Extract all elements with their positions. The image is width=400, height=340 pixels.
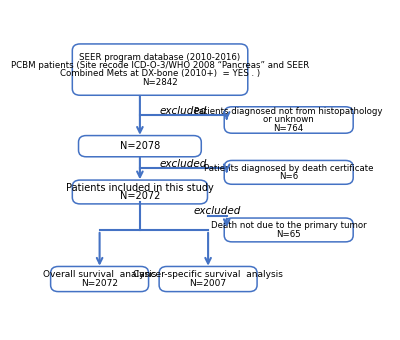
- Text: Patients included in this study: Patients included in this study: [66, 183, 214, 193]
- Text: excluded: excluded: [160, 106, 207, 116]
- FancyBboxPatch shape: [78, 136, 201, 157]
- Text: Patients diagnosed not from histopathology: Patients diagnosed not from histopatholo…: [194, 107, 383, 116]
- Text: Combined Mets at DX-bone (2010+)  = YES . ): Combined Mets at DX-bone (2010+) = YES .…: [60, 69, 260, 78]
- FancyBboxPatch shape: [159, 267, 257, 292]
- FancyBboxPatch shape: [72, 44, 248, 95]
- Text: Patients diagnosed by death certificate: Patients diagnosed by death certificate: [204, 164, 374, 173]
- FancyBboxPatch shape: [51, 267, 148, 292]
- Text: N=2072: N=2072: [120, 191, 160, 201]
- Text: N=65: N=65: [276, 230, 301, 239]
- Text: N=2078: N=2078: [120, 141, 160, 151]
- FancyBboxPatch shape: [224, 218, 353, 242]
- Text: N=2842: N=2842: [142, 78, 178, 87]
- Text: PCBM patients (Site recode ICD-O-3/WHO 2008 “Pancreas” and SEER: PCBM patients (Site recode ICD-O-3/WHO 2…: [11, 61, 309, 70]
- FancyBboxPatch shape: [224, 107, 353, 133]
- Text: Overall survival  analysis: Overall survival analysis: [43, 270, 156, 279]
- Text: SEER program database (2010-2016): SEER program database (2010-2016): [80, 53, 241, 62]
- Text: excluded: excluded: [160, 159, 207, 169]
- Text: N=2007: N=2007: [190, 279, 227, 288]
- Text: or unknown: or unknown: [263, 116, 314, 124]
- Text: Death not due to the primary tumor: Death not due to the primary tumor: [211, 221, 366, 230]
- Text: N=6: N=6: [279, 172, 298, 181]
- Text: Cancer-specific survival  analysis: Cancer-specific survival analysis: [133, 270, 283, 279]
- FancyBboxPatch shape: [224, 160, 353, 184]
- Text: excluded: excluded: [194, 206, 241, 216]
- FancyBboxPatch shape: [72, 180, 208, 204]
- Text: N=2072: N=2072: [81, 279, 118, 288]
- Text: N=764: N=764: [274, 124, 304, 133]
